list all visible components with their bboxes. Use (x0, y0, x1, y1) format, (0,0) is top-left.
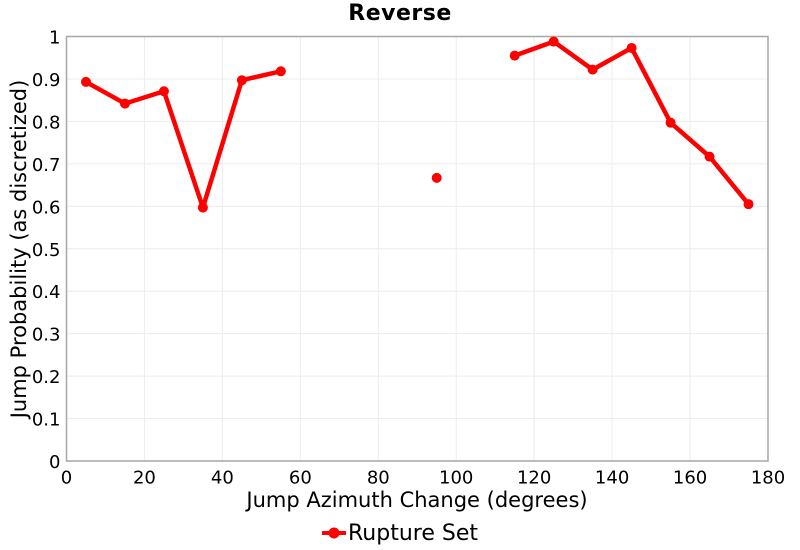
legend-label: Rupture Set (348, 520, 478, 546)
x-tick-label: 80 (367, 468, 390, 489)
y-tick-label: 0.7 (32, 155, 61, 176)
x-tick-label: 40 (211, 468, 234, 489)
x-tick-label: 160 (673, 468, 707, 489)
y-tick-label: 0.4 (32, 282, 61, 303)
y-tick-label: 0.3 (32, 325, 61, 346)
chart-title: Reverse (348, 1, 452, 26)
x-tick-label: 20 (133, 468, 156, 489)
y-tick-label: 0.2 (32, 367, 61, 388)
data-point (743, 199, 754, 210)
data-point (158, 86, 169, 97)
y-axis-label: Jump Probability (as discretized) (7, 79, 31, 419)
data-point (80, 76, 91, 87)
series-line (83, 69, 284, 210)
data-point (236, 75, 247, 86)
plot-border (65, 35, 769, 462)
data-point (197, 202, 208, 213)
data-point (119, 98, 130, 109)
x-axis-label: Jump Azimuth Change (degrees) (246, 488, 588, 512)
data-point (431, 172, 442, 183)
series-marker-icon (322, 526, 346, 540)
data-point (275, 66, 286, 77)
y-tick-label: 1 (49, 28, 60, 49)
x-tick-label: 120 (517, 468, 551, 489)
data-point (548, 36, 559, 47)
x-tick-label: 60 (289, 468, 312, 489)
x-tick-label: 100 (439, 468, 473, 489)
y-tick-label: 0 (49, 452, 60, 473)
x-tick-label: 140 (595, 468, 629, 489)
data-point (704, 151, 715, 162)
y-tick-label: 0.8 (32, 112, 61, 133)
data-point (587, 64, 598, 75)
x-tick-label: 0 (61, 468, 72, 489)
legend: Rupture Set (0, 519, 800, 547)
x-tick-label: 180 (751, 468, 785, 489)
data-point (665, 117, 676, 128)
y-tick-label: 0.1 (32, 410, 61, 431)
y-tick-label: 0.9 (32, 70, 61, 91)
legend-line-circle-icon (322, 527, 346, 539)
y-tick-label: 0.6 (32, 197, 61, 218)
data-point (509, 50, 520, 61)
data-point (626, 42, 637, 53)
y-tick-label: 0.5 (32, 240, 61, 261)
